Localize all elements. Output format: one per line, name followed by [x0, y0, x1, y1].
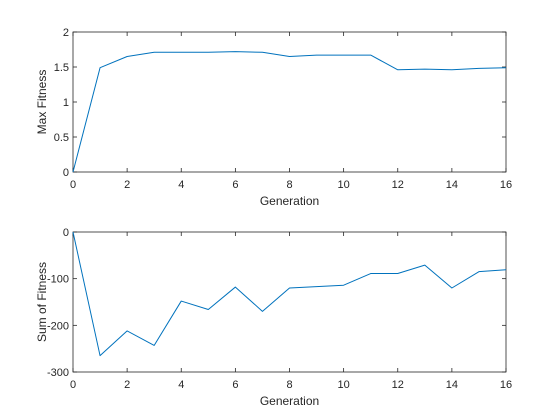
max-fitness-data-point [207, 51, 209, 53]
sum-fitness-data-point [342, 284, 344, 286]
max-fitness-data-point [234, 50, 236, 52]
sum-fitness-data-point [478, 270, 480, 272]
sum-fitness-data-point [451, 287, 453, 289]
sum-fitness-data-point [153, 344, 155, 346]
max-fitness-data-point [451, 69, 453, 71]
sum-fitness-data-point [99, 354, 101, 356]
max-fitness-data-point [315, 54, 317, 56]
sum-fitness-xtick-label: 16 [500, 379, 512, 391]
max-fitness-xtick-label: 12 [392, 179, 404, 191]
max-fitness-ytick-label: 0.5 [54, 132, 69, 144]
sum-fitness-data-point [505, 269, 507, 271]
max-fitness-data-point [342, 54, 344, 56]
sum-fitness-xlabel: Generation [260, 394, 319, 408]
max-fitness-data-point [180, 51, 182, 53]
sum-fitness-ytick-label: -100 [47, 274, 69, 286]
sum-fitness-xtick-label: 10 [338, 379, 350, 391]
max-fitness-xlabel: Generation [260, 194, 319, 208]
max-fitness-axes-box [72, 31, 507, 173]
max-fitness-xtick-label: 10 [338, 179, 350, 191]
max-fitness-data-point [72, 171, 74, 173]
sum-fitness-data-point [424, 264, 426, 266]
sum-fitness-xtick-label: 4 [178, 379, 184, 391]
max-fitness-data-point [478, 67, 480, 69]
max-fitness-data-point [424, 68, 426, 70]
max-fitness-ytick-label: 0 [63, 167, 69, 179]
sum-fitness-series-line [72, 231, 507, 357]
max-fitness-ytick-label: 2 [63, 27, 69, 39]
max-fitness-data-point [126, 55, 128, 57]
max-fitness-data-point [153, 51, 155, 53]
max-fitness-ytick-label: 1 [63, 97, 69, 109]
sum-fitness-data-point [315, 285, 317, 287]
max-fitness-data-point [369, 54, 371, 56]
max-fitness-xtick-label: 4 [178, 179, 184, 191]
sum-fitness-data-point [234, 286, 236, 288]
max-fitness-ytick-label: 1.5 [54, 62, 69, 74]
max-fitness-xtick-label: 16 [500, 179, 512, 191]
sum-fitness-ylabel: Sum of Fitness [35, 262, 49, 342]
sum-fitness-data-point [397, 272, 399, 274]
sum-fitness-xtick-label: 0 [70, 379, 76, 391]
sum-fitness-ytick-label: -300 [47, 367, 69, 379]
sum-fitness-data-point [288, 287, 290, 289]
sum-fitness-data-point [207, 308, 209, 310]
sum-fitness-xtick-label: 2 [124, 379, 130, 391]
sum-fitness-panel: 0 2 4 6 8 10 12 14 16 -300 -200 -100 0 Generation Sum … [35, 227, 512, 408]
sum-fitness-data-point [126, 330, 128, 332]
max-fitness-xtick-label: 6 [232, 179, 238, 191]
max-fitness-data-point [288, 55, 290, 57]
sum-fitness-xtick-label: 14 [446, 379, 458, 391]
sum-fitness-ytick-label: 0 [63, 227, 69, 239]
max-fitness-xtick-label: 0 [70, 179, 76, 191]
max-fitness-data-point [397, 69, 399, 71]
sum-fitness-ytick-label: -200 [47, 320, 69, 332]
sum-fitness-data-point [369, 272, 371, 274]
max-fitness-panel: 0 2 4 6 8 10 12 14 16 0 0.5 1 1.5 2 Generation Max Fitn… [35, 27, 512, 208]
sum-fitness-data-point [180, 300, 182, 302]
max-fitness-xtick-label: 8 [286, 179, 292, 191]
sum-fitness-data-point [72, 231, 74, 233]
max-fitness-data-point [505, 67, 507, 69]
sum-fitness-xtick-label: 6 [232, 379, 238, 391]
max-fitness-data-point [261, 51, 263, 53]
max-fitness-data-point [99, 67, 101, 69]
sum-fitness-data-point [261, 310, 263, 312]
sum-fitness-xtick-label: 12 [392, 379, 404, 391]
sum-fitness-xtick-label: 8 [286, 379, 292, 391]
max-fitness-xtick-label: 2 [124, 179, 130, 191]
max-fitness-series-line [72, 51, 507, 173]
max-fitness-xtick-label: 14 [446, 179, 458, 191]
max-fitness-ylabel: Max Fitness [35, 70, 49, 135]
sum-fitness-axes-box [72, 231, 507, 373]
